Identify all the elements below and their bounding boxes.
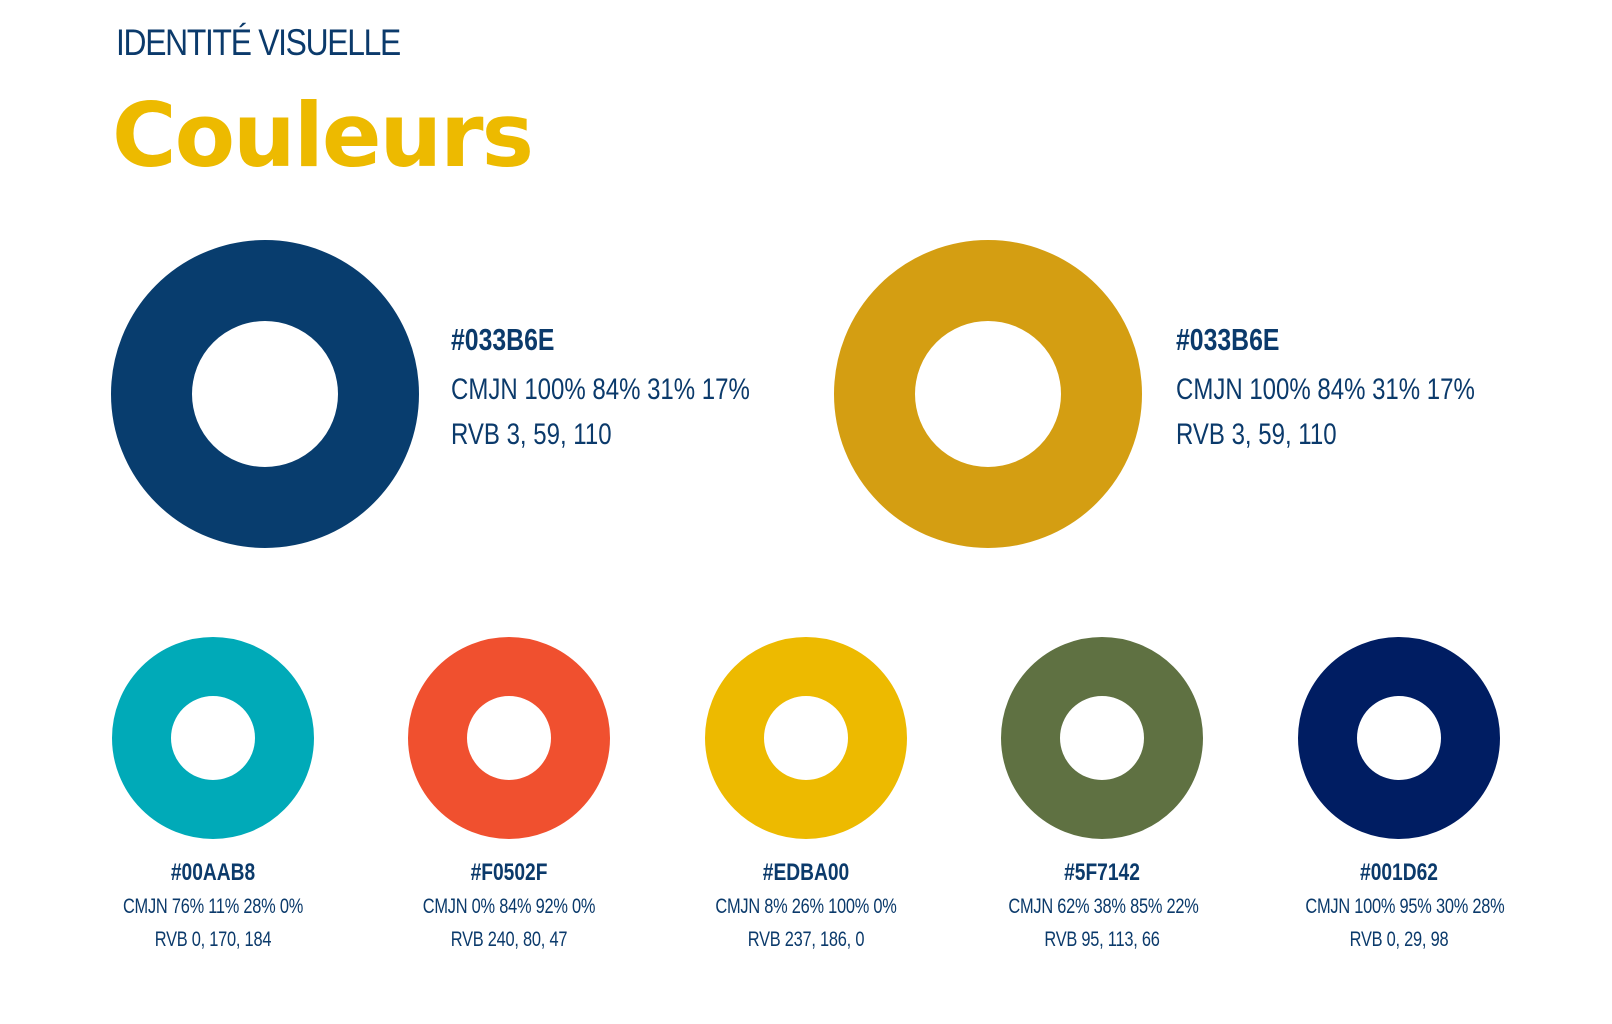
secondary-swatch-3-rvb: RVB 237, 186, 0 [747, 928, 865, 951]
secondary-swatch-4-ring [1001, 637, 1203, 839]
primary-swatch-2-hex: #033B6E [1176, 322, 1280, 357]
secondary-swatch-5-cmjn: CMJN 100% 95% 30% 28% [1305, 895, 1505, 918]
primary-swatch-2-ring [834, 240, 1142, 548]
secondary-swatch-2-info: #F0502F CMJN 0% 84% 92% 0% RVB 240, 80, … [389, 859, 629, 956]
page-title: Couleurs [112, 84, 534, 187]
primary-swatch-2-cmjn: CMJN 100% 84% 31% 17% [1176, 373, 1475, 406]
primary-swatch-1-ring [111, 240, 419, 548]
primary-swatch-2-rvb: RVB 3, 59, 110 [1176, 418, 1337, 451]
secondary-swatch-1-hex: #00AAB8 [170, 859, 256, 886]
secondary-swatch-3-cmjn: CMJN 8% 26% 100% 0% [715, 895, 897, 918]
secondary-swatch-1-info: #00AAB8 CMJN 76% 11% 28% 0% RVB 0, 170, … [93, 859, 333, 956]
section-eyebrow: IDENTITÉ VISUELLE [116, 22, 401, 63]
secondary-swatch-3-info: #EDBA00 CMJN 8% 26% 100% 0% RVB 237, 186… [686, 859, 926, 956]
secondary-swatch-5-info: #001D62 CMJN 100% 95% 30% 28% RVB 0, 29,… [1279, 859, 1519, 956]
secondary-swatch-1-rvb: RVB 0, 170, 184 [154, 928, 272, 951]
secondary-swatch-4-rvb: RVB 95, 113, 66 [1044, 928, 1160, 951]
secondary-swatch-2-hex: #F0502F [470, 859, 548, 886]
primary-swatch-1-cmjn: CMJN 100% 84% 31% 17% [451, 373, 750, 406]
secondary-swatch-2-cmjn: CMJN 0% 84% 92% 0% [422, 895, 596, 918]
secondary-swatch-1-cmjn: CMJN 76% 11% 28% 0% [122, 895, 304, 918]
secondary-swatch-1-ring [112, 637, 314, 839]
secondary-swatch-5-rvb: RVB 0, 29, 98 [1349, 928, 1449, 951]
secondary-swatch-2-ring [408, 637, 610, 839]
primary-swatch-1-hex: #033B6E [451, 322, 555, 357]
primary-swatch-2-info: #033B6E CMJN 100% 84% 31% 17% RVB 3, 59,… [1176, 322, 1550, 457]
secondary-swatch-3-ring [705, 637, 907, 839]
secondary-swatch-2-rvb: RVB 240, 80, 47 [450, 928, 568, 951]
secondary-swatch-4-info: #5F7142 CMJN 62% 38% 85% 22% RVB 95, 113… [982, 859, 1222, 956]
secondary-swatch-3-hex: #EDBA00 [762, 859, 850, 886]
secondary-swatch-4-hex: #5F7142 [1064, 859, 1140, 886]
secondary-swatch-5-ring [1298, 637, 1500, 839]
secondary-swatch-4-cmjn: CMJN 62% 38% 85% 22% [1008, 895, 1199, 918]
primary-swatch-1-info: #033B6E CMJN 100% 84% 31% 17% RVB 3, 59,… [451, 322, 825, 457]
secondary-swatch-5-hex: #001D62 [1360, 859, 1438, 886]
primary-swatch-1-rvb: RVB 3, 59, 110 [451, 418, 612, 451]
